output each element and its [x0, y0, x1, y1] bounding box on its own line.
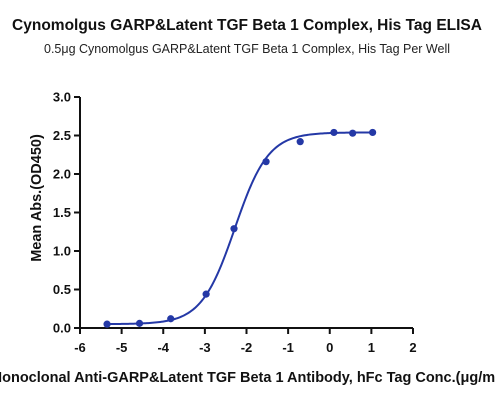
data-point	[103, 320, 111, 328]
x-tick-label: 2	[409, 340, 416, 355]
axes: -6 -5 -4 -3 -2 -1 0 1 2 0.0 0.5 1.0 1.5 2.0 2.5 3.0	[53, 90, 417, 356]
x-axis-label: Monoclonal Anti-GARP&Latent TGF Beta 1 A…	[0, 370, 495, 386]
fit-curve	[107, 131, 373, 326]
chart-subtitle: 0.5μg Cynomolgus GARP&Latent TGF Beta 1 …	[44, 42, 450, 56]
data-point	[262, 158, 270, 166]
data-point	[202, 290, 210, 298]
y-tick-label: 2.5	[53, 128, 71, 143]
x-tick-label: -3	[199, 340, 211, 355]
chart-title: Cynomolgus GARP&Latent TGF Beta 1 Comple…	[12, 17, 482, 34]
fit-curve-layer	[107, 131, 373, 326]
x-tick-label: 0	[326, 340, 333, 355]
y-tick-label: 1.5	[53, 205, 71, 220]
x-tick-label: -4	[157, 340, 169, 355]
data-point	[230, 225, 238, 233]
y-tick-label: 2.0	[53, 167, 71, 182]
x-tick-label: -2	[241, 340, 253, 355]
y-tick-label: 0.0	[53, 321, 71, 336]
data-point	[167, 315, 175, 323]
data-point	[296, 138, 304, 146]
data-points-layer	[103, 128, 377, 328]
y-axis-label: Mean Abs.(OD450)	[29, 134, 45, 262]
y-tick-label: 1.0	[53, 244, 71, 259]
data-point	[349, 129, 357, 137]
data-point	[135, 319, 144, 327]
x-tick-label: -1	[282, 340, 294, 355]
x-tick-label: -5	[116, 340, 128, 355]
x-tick-label: 1	[368, 340, 375, 355]
data-point	[330, 128, 338, 137]
y-tick-label: 0.5	[53, 282, 71, 297]
data-point	[369, 128, 377, 137]
y-tick-label: 3.0	[53, 90, 71, 105]
x-tick-label: -6	[74, 340, 86, 355]
